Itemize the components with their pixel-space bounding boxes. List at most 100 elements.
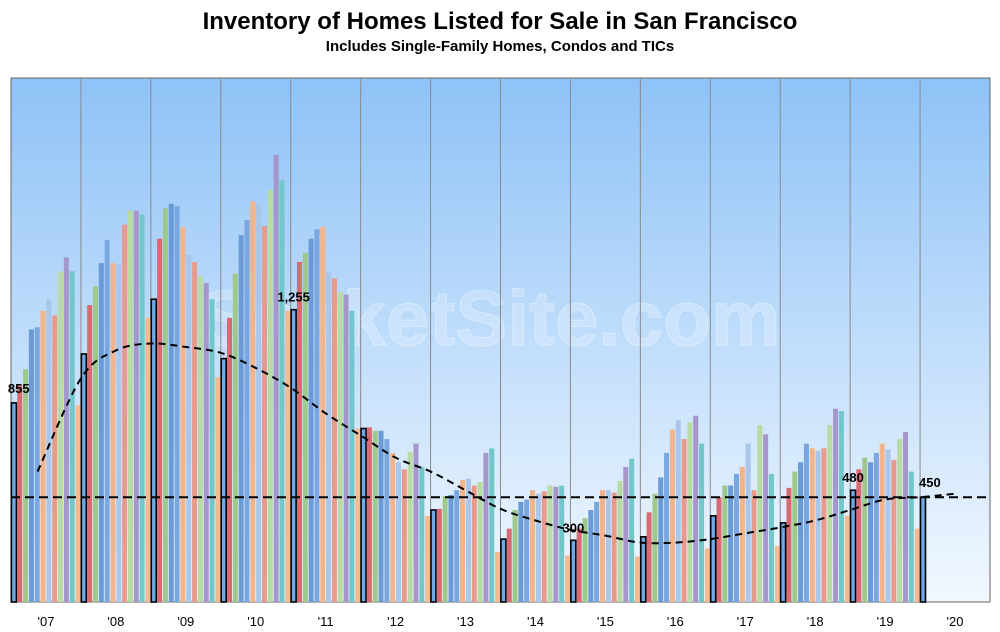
bar-january <box>80 353 88 603</box>
bar-month <box>279 180 285 602</box>
bar-month <box>792 471 798 602</box>
bar-month <box>174 206 180 603</box>
bars <box>10 154 927 603</box>
x-tick-label: '16 <box>667 614 684 629</box>
bar-month <box>675 420 681 602</box>
bar-month <box>489 448 495 602</box>
bar-month <box>745 443 751 602</box>
bar-month <box>629 458 635 602</box>
bar-month <box>355 428 361 602</box>
bar-month <box>891 459 897 602</box>
bar-month <box>250 201 256 603</box>
trend-line <box>36 342 956 545</box>
bar-month <box>372 430 378 602</box>
bar-month <box>302 252 308 602</box>
bar-month <box>63 257 69 602</box>
bar-month <box>693 415 699 602</box>
bar-month <box>23 369 29 602</box>
bar-month <box>58 271 64 602</box>
bar-month <box>52 315 58 602</box>
bar-month <box>396 462 402 602</box>
bar-month <box>664 452 670 602</box>
bar-month <box>716 497 722 602</box>
bar-month <box>827 425 833 602</box>
bar-month <box>669 429 675 602</box>
bar-month <box>582 518 588 602</box>
bar-month <box>465 478 471 602</box>
bar-month <box>308 238 314 602</box>
bar-month <box>815 450 821 602</box>
bar-month <box>798 462 804 602</box>
bar-month <box>127 210 133 602</box>
bar-month <box>390 452 396 602</box>
bar-month <box>833 408 839 602</box>
data-labels: 855 1,255 300 480 450 <box>8 290 941 536</box>
bar-month <box>751 490 757 602</box>
bar-month <box>809 448 815 602</box>
bar-month <box>728 485 734 602</box>
bar-january <box>849 489 857 603</box>
bar-month <box>92 286 99 602</box>
bar-month <box>541 491 547 602</box>
bar-month <box>285 310 291 602</box>
bar-month <box>69 271 75 602</box>
bar-month <box>868 462 874 602</box>
bar-month <box>576 528 582 602</box>
data-label: 450 <box>919 475 941 490</box>
bar-month <box>436 508 442 602</box>
bar-month <box>471 485 477 602</box>
bar-january <box>10 402 18 603</box>
bar-month <box>757 425 763 602</box>
bar-january <box>150 298 158 603</box>
bar-month <box>879 443 885 602</box>
bar-month <box>821 448 827 602</box>
bar-month <box>559 485 565 602</box>
x-tick-label: '19 <box>877 614 894 629</box>
bar-month <box>256 203 262 602</box>
bar-month <box>203 282 209 602</box>
x-tick-label: '15 <box>597 614 614 629</box>
bar-month <box>588 510 594 602</box>
data-label: 300 <box>562 520 584 535</box>
bar-month <box>244 220 250 602</box>
bar-month <box>681 438 687 602</box>
bar-month <box>40 310 46 602</box>
bar-month <box>646 512 652 602</box>
bar-january <box>779 522 787 603</box>
bar-month <box>28 329 34 602</box>
bar-january <box>500 538 507 603</box>
data-label: 855 <box>8 381 30 396</box>
bar-month <box>238 235 244 602</box>
bar-month <box>856 469 862 602</box>
bar-month <box>623 466 629 602</box>
bar-month <box>524 499 530 602</box>
bar-month <box>897 438 903 602</box>
bar-month <box>547 485 553 602</box>
bar-month <box>885 449 891 602</box>
bar-month <box>518 501 524 602</box>
x-tick-label: '07 <box>37 614 54 629</box>
bar-month <box>699 443 705 602</box>
bar-month <box>722 485 728 602</box>
x-tick-label: '08 <box>107 614 124 629</box>
bar-month <box>197 275 203 602</box>
bar-month <box>366 427 372 602</box>
bar-month <box>599 490 605 602</box>
bar-month <box>873 452 879 602</box>
bar-month <box>594 501 600 602</box>
bar-month <box>209 299 215 602</box>
bar-january <box>290 308 297 603</box>
bar-january <box>639 535 647 603</box>
bar-month <box>914 528 920 602</box>
bar-month <box>116 264 122 602</box>
bar-month <box>384 438 390 602</box>
bar-month <box>46 299 52 602</box>
x-tick-label: '18 <box>807 614 824 629</box>
bar-month <box>862 457 868 602</box>
bar-month <box>401 469 407 602</box>
bar-month <box>460 479 466 602</box>
bar-month <box>104 239 110 602</box>
bar-january <box>430 509 437 603</box>
bar-month <box>232 273 238 602</box>
bar-month <box>378 430 384 602</box>
